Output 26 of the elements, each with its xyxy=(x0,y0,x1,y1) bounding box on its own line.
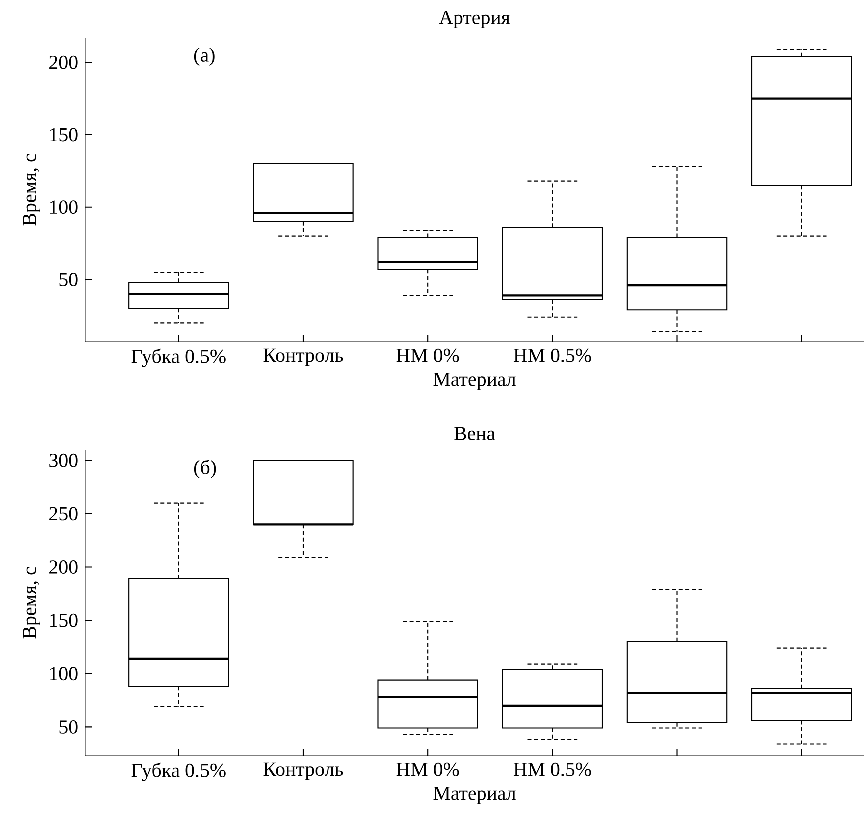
x-tick-label: НМ 0.5% xyxy=(514,762,592,776)
y-tick-label: 100 xyxy=(50,200,78,214)
x-tick-label: Губка 0.5% xyxy=(132,348,226,368)
y-tick-label: 150 xyxy=(50,128,78,142)
x-tick-label: НМ 0% xyxy=(396,762,460,776)
x-tick-label: Контроль xyxy=(264,762,344,780)
y-tick-label: 100 xyxy=(50,667,78,681)
y-tick-label: 250 xyxy=(50,507,78,521)
x-axis-title: Материал xyxy=(434,787,516,804)
y-tick-label: 150 xyxy=(50,614,78,628)
y-tick-label: 50 xyxy=(60,720,78,734)
y-tick-label: 200 xyxy=(50,56,78,70)
chart-title: Артерия xyxy=(439,11,510,28)
x-tick-label: Контроль xyxy=(264,348,344,366)
y-axis-title: Время, с xyxy=(23,154,40,226)
annotation: (а) xyxy=(194,48,215,66)
x-axis-title: Материал xyxy=(434,373,516,390)
y-tick-label: 300 xyxy=(50,454,78,468)
y-tick-label: 50 xyxy=(60,273,78,286)
y-tick-label: 200 xyxy=(50,560,78,574)
x-tick-label: Губка 0.5% xyxy=(132,762,226,782)
chart-title: Вена xyxy=(454,427,496,440)
x-tick-label: НМ 0% xyxy=(396,348,460,362)
annotation: (б) xyxy=(194,460,216,478)
y-axis-title: Время, с xyxy=(23,567,40,639)
x-tick-label: НМ 0.5% xyxy=(514,348,592,362)
